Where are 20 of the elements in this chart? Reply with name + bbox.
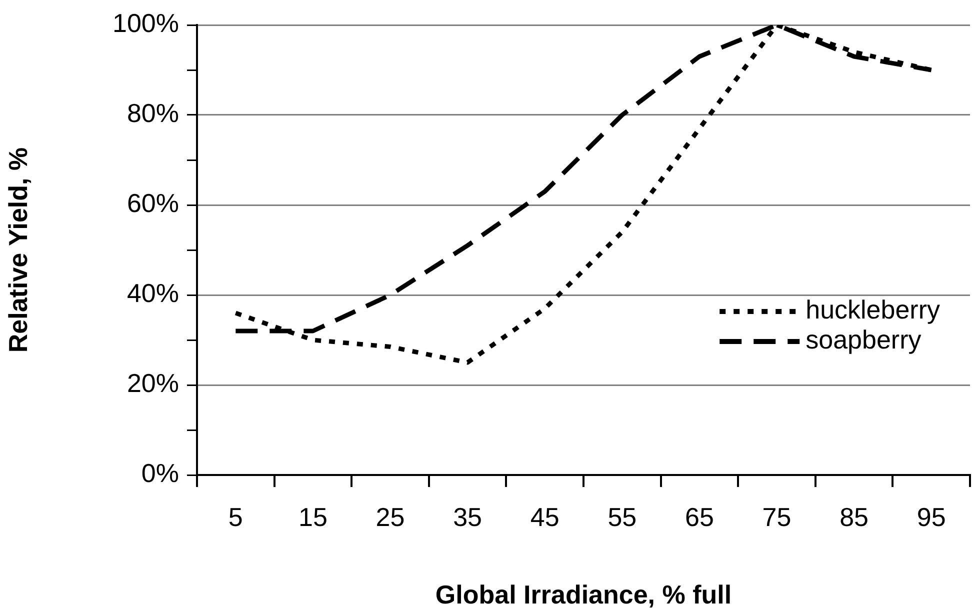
legend-label: soapberry: [806, 324, 922, 355]
y-tick-label: 0%: [141, 458, 179, 488]
x-tick-label: 75: [762, 502, 792, 532]
y-tick-label: 20%: [126, 368, 179, 398]
x-tick-label: 95: [916, 502, 946, 532]
x-tick-label: 5: [228, 502, 243, 532]
y-axis-title: Relative Yield, %: [2, 147, 33, 353]
legend-label: huckleberry: [806, 294, 940, 325]
x-tick-label: 25: [376, 502, 405, 532]
x-tick-label: 35: [453, 502, 482, 532]
y-tick-label: 100%: [112, 8, 179, 38]
x-tick-label: 65: [684, 502, 714, 532]
x-axis-title: Global Irradiance, % full: [435, 580, 732, 610]
x-tick-label: 55: [608, 502, 637, 532]
y-tick-label: 40%: [126, 278, 179, 308]
y-tick-label: 80%: [126, 98, 179, 128]
x-tick-label: 45: [530, 502, 560, 532]
x-tick-label: 15: [298, 502, 328, 532]
y-tick-label: 60%: [126, 188, 179, 218]
x-tick-label: 85: [840, 502, 869, 532]
